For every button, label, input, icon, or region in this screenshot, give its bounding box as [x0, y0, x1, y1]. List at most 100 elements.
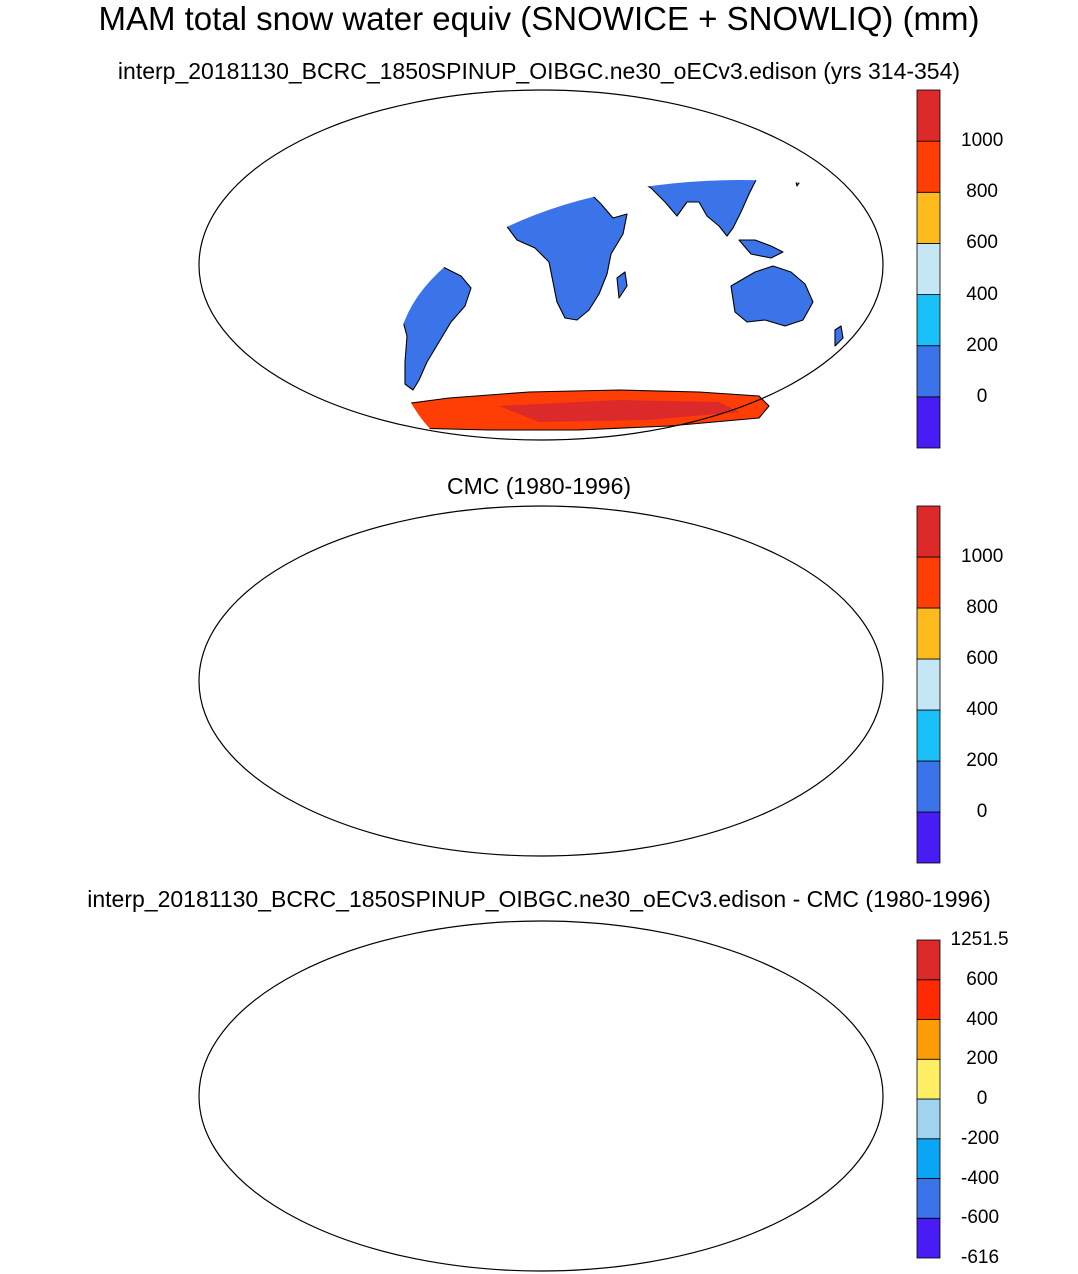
diff-fill-arctic-positive	[379, 941, 459, 967]
snow-fill-greenland-strip	[457, 520, 519, 544]
coastline-antarctica	[329, 1221, 769, 1261]
colorbar-swatch	[916, 811, 941, 864]
colorbar-tick-label: 800	[966, 181, 998, 203]
snow-fill-caribbean-box	[395, 676, 445, 688]
snow-fill-centralAmerica	[398, 234, 404, 268]
coastline-indonesia	[739, 1071, 783, 1089]
coastline-japan	[793, 991, 805, 1017]
snow-fill-north-america	[287, 528, 431, 662]
coastline-madagascar	[617, 688, 627, 714]
colorbar-swatch	[916, 505, 941, 558]
coastline-newZealand	[835, 742, 843, 762]
map-border-diff	[198, 920, 884, 1272]
snow-fill-uk	[517, 136, 529, 156]
coastline-eurasia	[529, 524, 799, 652]
colorbar-swatch	[916, 709, 941, 762]
snow-fill-northAmerica	[398, 180, 431, 246]
panel-title-obs: CMC (1980-1996)	[446, 473, 632, 499]
snow-fill-indonesia	[739, 240, 783, 258]
snow-fill-japan	[793, 180, 805, 186]
map-border-obs	[198, 505, 884, 857]
coastline-caspianHole	[615, 586, 627, 602]
colorbar-swatch	[916, 191, 941, 244]
coastline-africa	[502, 180, 628, 321]
coastline-antarctica	[398, 389, 770, 431]
snow-fill-australia	[731, 266, 813, 326]
snow-fill-greenland	[455, 98, 521, 146]
colorbar-tick-label: 600	[966, 232, 998, 254]
colorbar-tick-label: 0	[976, 801, 988, 822]
colorbar-tick-label: 1000	[961, 546, 1004, 567]
diff-fill-us-negative	[343, 1017, 367, 1041]
coastline-greenland	[455, 98, 521, 146]
coastline-africa	[503, 596, 627, 736]
colorbar-swatch	[916, 396, 941, 449]
coastline-australia	[731, 1097, 813, 1157]
coastline-uk	[517, 136, 529, 156]
coastline-northAmerica	[287, 943, 431, 1077]
colorbar-model	[916, 89, 941, 449]
snow-fill-eurasia	[529, 180, 799, 236]
colorbar-tick-label: 200	[966, 750, 998, 771]
colorbar-swatch	[916, 658, 941, 711]
coastline-africa	[503, 1011, 627, 1151]
coastline-indonesia	[738, 239, 784, 259]
snow-fill-arctic-islands	[319, 124, 359, 144]
coastline-southAmerica	[391, 1089, 471, 1221]
coastline-antarctica	[329, 806, 769, 846]
coastline-indonesia	[739, 656, 783, 674]
coastline-caspianHole	[614, 180, 628, 187]
coastline-japan	[792, 180, 806, 187]
colorbar-swatch	[916, 979, 941, 1020]
colorbar-diff	[916, 939, 941, 1259]
coastline-centralAmerica	[398, 233, 405, 269]
colorbar-tick-label: 800	[966, 597, 998, 618]
colorbar-tick-label: 200	[966, 334, 998, 356]
coastline-eurasia	[529, 939, 799, 1067]
colorbar-swatch	[916, 1058, 941, 1100]
colorbar-tick-label: 1000	[961, 130, 1004, 152]
colorbar-swatch	[916, 607, 941, 660]
panel-title-model: interp_20181130_BCRC_1850SPINUP_OIBGC.ne…	[117, 58, 961, 84]
panel-title-diff: interp_20181130_BCRC_1850SPINUP_OIBGC.ne…	[87, 886, 991, 912]
snow-fill-newZealand	[835, 326, 843, 346]
colorbar-tick-label: -600	[961, 1207, 1000, 1229]
colorbar-swatch	[916, 140, 941, 193]
colorbar-tick-label: 200	[966, 1048, 998, 1070]
colorbar-swatch	[916, 89, 941, 142]
coastline-newZealand	[835, 1157, 843, 1177]
coastline-hudsonHole	[377, 965, 403, 987]
colorbar-tick-label: 400	[966, 699, 998, 720]
coastline-uk	[517, 552, 529, 572]
diff-fill-greenland	[455, 929, 499, 977]
hudson-bay	[377, 965, 403, 987]
coastline-australia	[730, 265, 814, 327]
snow-fill-rockies	[327, 568, 345, 590]
colorbar-tick-label: -616	[961, 1247, 1000, 1268]
coastline-australia	[731, 682, 813, 742]
snow-fill-siberia-east	[759, 122, 795, 136]
colorbar-tick-label: 600	[966, 968, 998, 990]
coastline-eurasia	[528, 180, 800, 237]
map-model	[198, 89, 884, 441]
colorbar-swatch	[916, 243, 941, 295]
colorbar-swatch	[916, 1178, 941, 1219]
colorbar-swatch	[916, 760, 941, 813]
colorbar-tick-label: 1251.5	[950, 929, 1009, 950]
hudson-bay	[377, 550, 403, 572]
colorbar-tick-label: 0	[976, 1088, 988, 1109]
coastline-northAmerica	[398, 180, 432, 247]
coastline-madagascar	[616, 271, 628, 299]
colorbar-swatch	[916, 1138, 941, 1179]
snow-fill-coast-max	[323, 560, 333, 572]
diff-fill-north-america	[287, 943, 431, 1077]
coastline-hudsonHole	[377, 134, 403, 156]
colorbar-swatch	[916, 345, 941, 398]
map-obs	[198, 505, 884, 857]
coastline-japan	[793, 576, 805, 602]
map-border-model	[198, 89, 884, 441]
coastline-centralAmerica	[365, 1065, 404, 1099]
colorbar-tick-label: -200	[961, 1127, 1000, 1149]
coastline-centralAmerica	[365, 650, 404, 684]
